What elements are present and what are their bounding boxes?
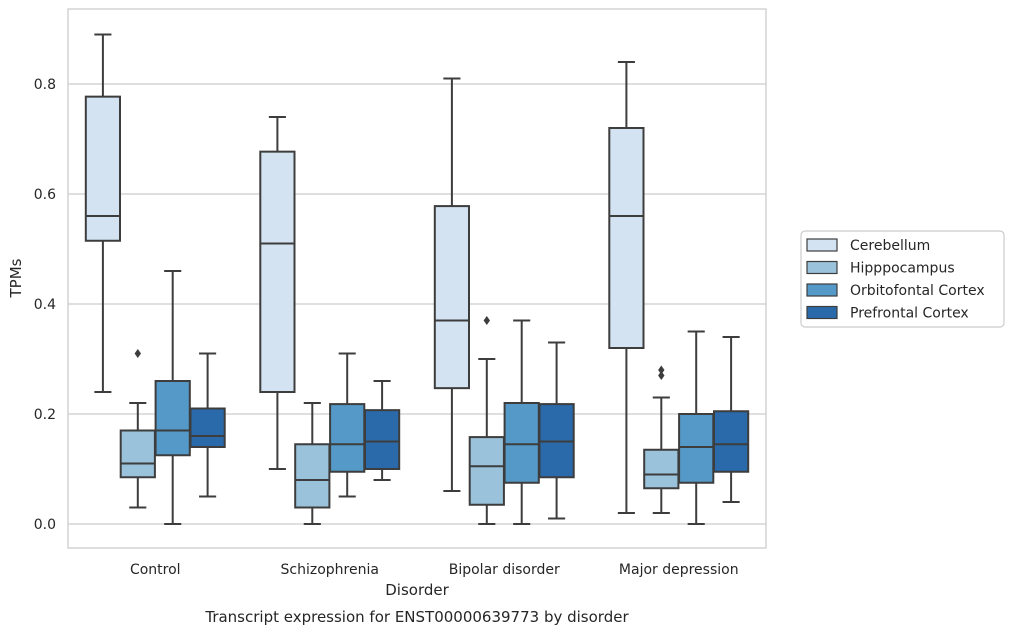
box-body (712, 410, 750, 473)
x-tick-label: Bipolar disorder (449, 562, 560, 578)
box-body (119, 429, 156, 479)
y-tick-label: 0.0 (34, 517, 56, 533)
box-body (329, 403, 366, 473)
box-2-1 (329, 352, 366, 498)
box-body (608, 127, 645, 349)
box-body (678, 413, 715, 484)
legend-label: Orbitofontal Cortex (850, 283, 985, 299)
box-body (503, 402, 540, 484)
box-body (84, 95, 122, 242)
box-body (259, 150, 296, 393)
box-body (643, 448, 680, 490)
boxes (84, 33, 750, 525)
box-3-0 (189, 352, 226, 498)
legend-frame (800, 230, 1005, 328)
y-tick-label: 0.8 (34, 77, 56, 93)
box-body (189, 407, 226, 448)
outlier-point (483, 316, 490, 325)
outlier-point (134, 349, 141, 358)
y-tick-label: 0.4 (34, 297, 56, 313)
box-body (468, 436, 505, 506)
y-tick-label: 0.6 (34, 187, 56, 203)
y-tick-label: 0.2 (34, 407, 56, 423)
chart-caption: Transcript expression for ENST0000063977… (204, 608, 629, 626)
legend-swatch (806, 305, 838, 320)
box-0-2 (433, 77, 471, 492)
legend-swatch (806, 283, 838, 297)
box-0-3 (608, 61, 645, 514)
box-3-2 (538, 341, 575, 520)
x-tick-label: Major depression (619, 562, 739, 578)
x-tick-label: Control (130, 562, 181, 578)
box-body (154, 380, 191, 457)
legend-label: Hipppocampus (850, 261, 955, 277)
y-tick-labels: 0.0 0.2 0.4 0.6 0.8 (34, 77, 56, 533)
box-body (433, 205, 471, 390)
legend-swatch (806, 260, 838, 275)
box-2-2 (503, 319, 540, 525)
legend: Cerebellum Hipppocampus Orbitofontal Corte… (800, 230, 1005, 328)
x-tick-label: Schizophrenia (281, 562, 379, 578)
outlier-point (658, 371, 665, 380)
outlier-point (658, 365, 665, 375)
box-3-3 (712, 336, 750, 503)
box-0-1 (259, 116, 296, 470)
legend-swatch (806, 238, 838, 252)
box-1-0 (119, 349, 156, 509)
box-body (363, 409, 401, 470)
box-1-1 (294, 402, 331, 525)
box-3-1 (363, 380, 401, 481)
legend-label: Prefrontal Cortex (850, 306, 969, 322)
x-axis-label: Disorder (385, 581, 449, 599)
box-1-3 (643, 365, 680, 514)
x-tick-labels: Control Schizophrenia Bipolar disorder Majo… (130, 562, 739, 578)
box-body (294, 443, 331, 509)
legend-label: Cerebellum (850, 238, 930, 254)
box-0-0 (84, 33, 122, 393)
y-axis-label: TPMs (7, 258, 25, 298)
